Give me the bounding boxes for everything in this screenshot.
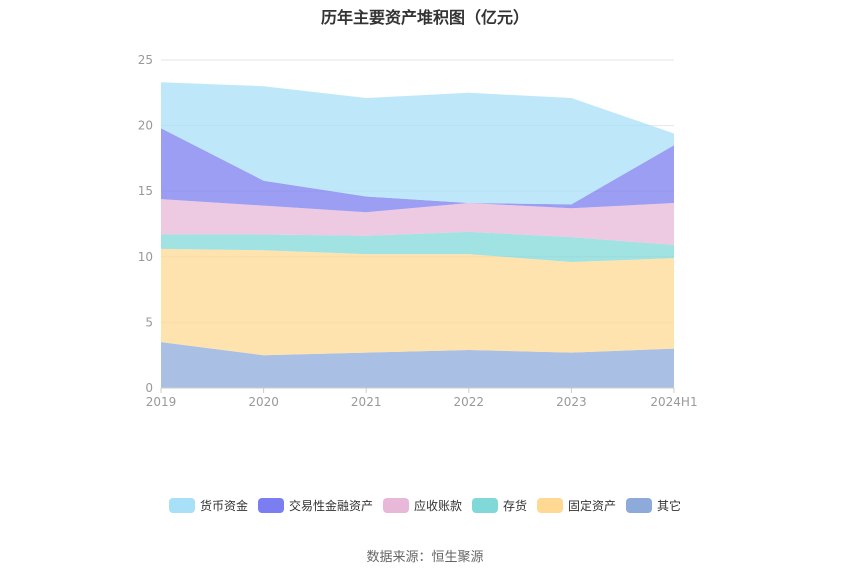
legend-item[interactable]: 其它: [626, 497, 681, 514]
area-交易性金融资产: [161, 128, 674, 213]
x-tick-label: 2023: [556, 395, 587, 409]
y-tick-label: 25: [138, 53, 153, 67]
area-货币资金: [161, 82, 674, 205]
x-tick-label: 2019: [146, 395, 177, 409]
area-存货: [161, 231, 674, 263]
y-tick-label: 15: [138, 184, 153, 198]
legend-label: 应收账款: [413, 499, 462, 513]
legend-label: 其它: [657, 499, 682, 513]
area-其它: [161, 342, 674, 388]
axes: 0 5 10 15 20 25 2019 2020 2021 2022 2023 2024H1: [138, 53, 698, 409]
legend: 货币资金 交易性金融资产 应收账款 存货 固定资产 其它: [0, 497, 850, 514]
x-tick-label: 2024H1: [650, 395, 697, 409]
legend-swatch: [537, 498, 564, 513]
legend-swatch: [168, 498, 195, 513]
legend-swatch: [382, 498, 409, 513]
y-tick-label: 20: [138, 119, 153, 133]
x-tick-label: 2021: [351, 395, 382, 409]
area-固定资产: [161, 248, 674, 356]
area-应收账款: [161, 199, 674, 245]
x-tick-label: 2022: [454, 395, 485, 409]
legend-label: 存货: [503, 499, 528, 513]
legend-item[interactable]: 存货: [472, 497, 527, 514]
area-series: [161, 82, 674, 388]
y-tick-label: 0: [145, 381, 153, 395]
y-tick-label: 10: [138, 250, 153, 264]
x-tick-label: 2020: [248, 395, 279, 409]
chart-title: 历年主要资产堆积图（亿元）: [320, 8, 529, 27]
stacked-area-chart: 0 5 10 15 20 25 2019 2020 2021 2022 2023 2024H1: [138, 53, 698, 409]
y-tick-label: 5: [145, 315, 153, 329]
legend-label: 交易性金融资产: [288, 499, 373, 513]
data-source: 数据来源：恒生聚源: [366, 550, 484, 565]
legend-label: 固定资产: [568, 499, 617, 513]
legend-swatch: [257, 498, 284, 513]
legend-swatch: [626, 498, 653, 513]
legend-item[interactable]: 应收账款: [382, 497, 462, 514]
legend-item[interactable]: 固定资产: [537, 497, 616, 514]
legend-swatch: [472, 498, 498, 513]
legend-label: 货币资金: [199, 499, 248, 513]
legend-item[interactable]: 交易性金融资产: [257, 497, 373, 514]
legend-item[interactable]: 货币资金: [168, 497, 248, 514]
